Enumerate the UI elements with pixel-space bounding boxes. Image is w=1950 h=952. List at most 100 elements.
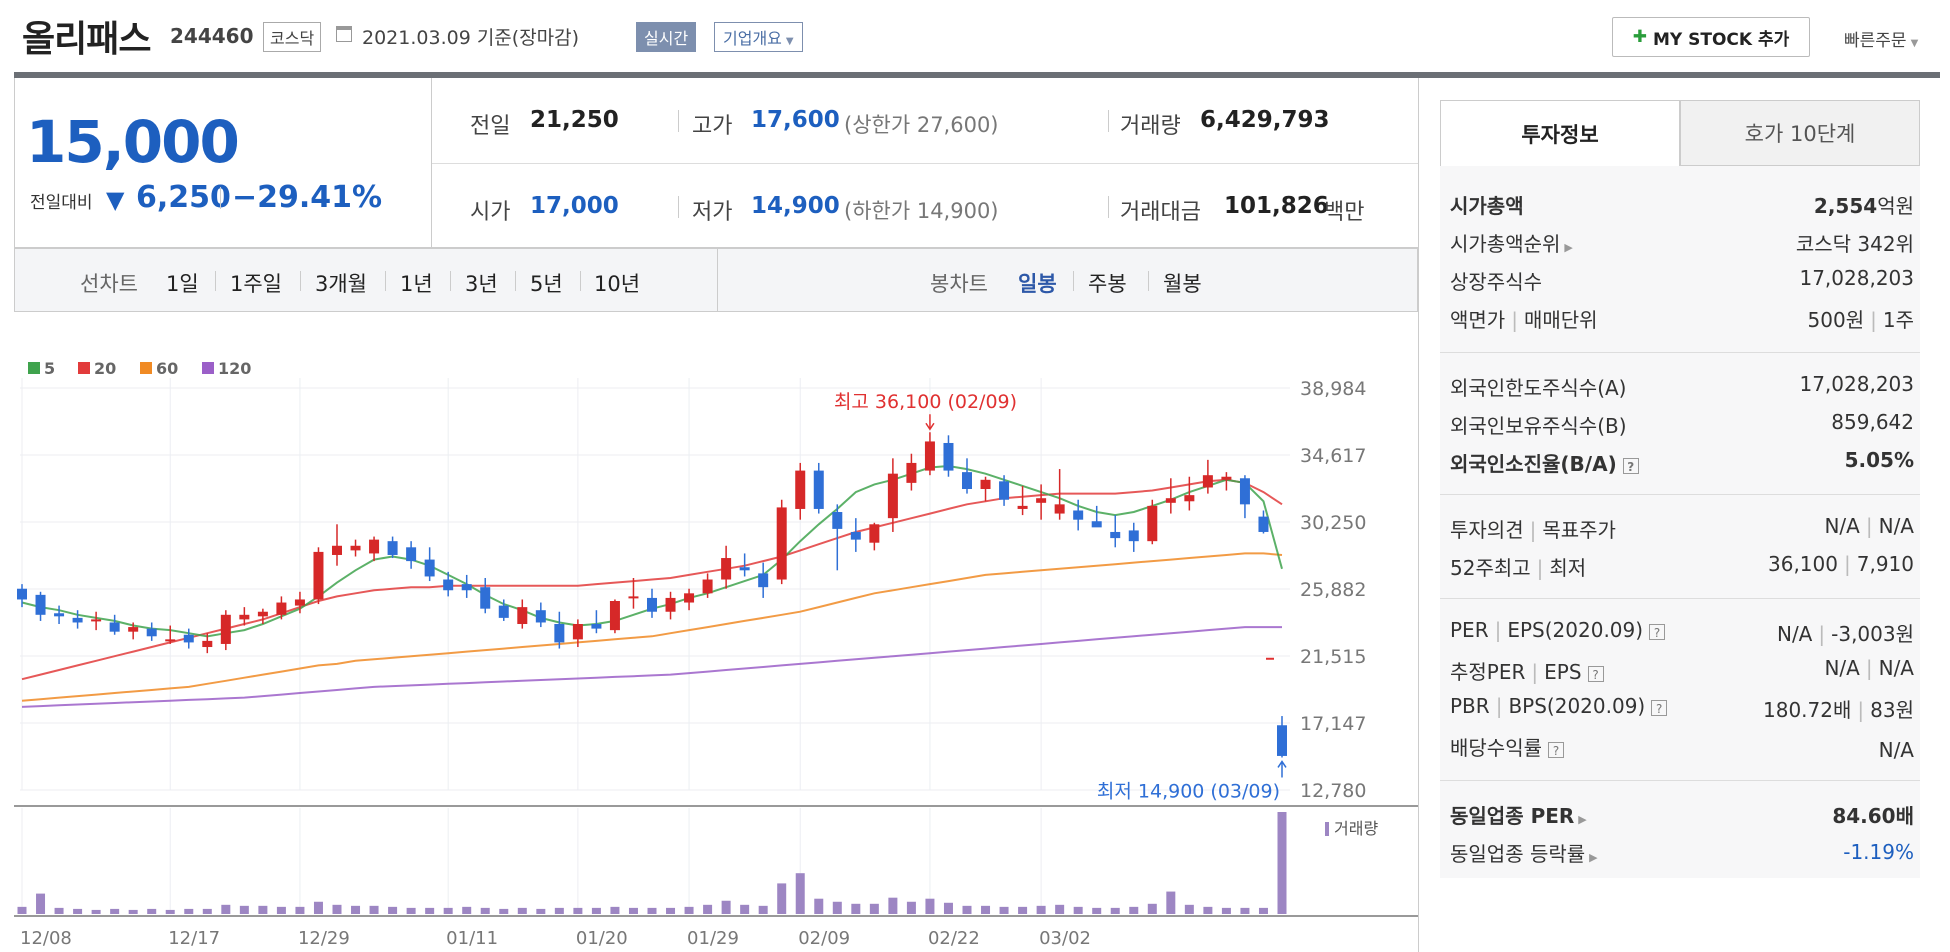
period-1d[interactable]: 1일 [166,272,199,296]
market-cap-rank-link[interactable]: 시가총액순위 ▶ [1450,228,1573,257]
stats-divider [432,163,1418,164]
tab-invest-info[interactable]: 투자정보 [1440,100,1680,166]
w52-high-text: 52주최고 [1450,556,1531,580]
my-stock-add-button[interactable]: ✚ MY STOCK 추가 [1612,17,1810,57]
help-icon[interactable]: ? [1548,741,1564,758]
divider [215,271,216,291]
help-icon[interactable]: ? [1649,623,1666,640]
price-box [14,78,432,248]
period-5y[interactable]: 5년 [530,272,563,296]
candle-body [980,479,991,490]
prev-close-value: 21,250 [530,107,619,133]
volume-bar [110,908,120,914]
candle-body [1110,531,1121,539]
period-3m[interactable]: 3개월 [315,272,368,296]
candle-body [1073,510,1084,520]
candle-body [1165,498,1176,503]
sector-per-link[interactable]: 동일업종 PER ▶ [1450,800,1587,829]
market-cap-number: 2,554 [1813,194,1878,218]
trade-amount-value: 101,826 [1224,193,1329,219]
w52-high-number: 36,100 [1768,552,1838,576]
face-value-number: 500원 [1807,308,1865,332]
period-10y[interactable]: 10년 [594,272,641,296]
legend-swatch [202,362,214,374]
target-number: N/A [1878,514,1914,538]
volume-bar [1258,907,1268,914]
divider: | [1511,308,1518,332]
candle-body [591,624,602,629]
trade-unit-text: 매매단위 [1523,308,1598,332]
high-value: 17,600 [751,107,840,133]
quick-order-label: 빠른주문 [1844,31,1907,51]
invest-info-panel [1440,166,1920,878]
volume-value: 6,429,793 [1200,107,1330,133]
legend-swatch [78,362,90,374]
header-divider [14,72,1940,78]
candle-body [406,547,417,562]
market-cap-rank-value: 코스닥 342위 [1795,232,1914,256]
candle-weekly[interactable]: 주봉 [1088,272,1127,296]
per-text: PER [1450,618,1489,642]
candle-body [480,587,491,609]
face-value-text: 액면가 [1450,308,1506,332]
volume-bar [147,908,157,914]
triangle-right-icon: ▶ [1589,851,1598,864]
volume-bar [1203,906,1213,914]
company-overview-dropdown[interactable]: 기업개요 ▼ [714,22,803,52]
candle-daily[interactable]: 일봉 [1018,272,1057,296]
period-3y[interactable]: 3년 [465,272,498,296]
candle-body [165,639,176,642]
help-icon[interactable]: ? [1622,457,1639,474]
candle-monthly[interactable]: 월봉 [1163,272,1202,296]
y-tick-label: 38,984 [1300,378,1366,400]
help-icon[interactable]: ? [1651,699,1668,716]
est-eps-number: N/A [1878,656,1914,680]
est-eps-text: EPS [1544,660,1582,684]
period-1y[interactable]: 1년 [400,272,433,296]
quick-order-button[interactable]: 빠른주문 ▼ [1844,26,1918,51]
candle-body [146,628,157,637]
volume-bar [740,904,750,914]
chart-gridlines [14,378,1418,917]
period-1w[interactable]: 1주일 [230,272,283,296]
candle-body [721,558,732,580]
x-tick-label: 12/29 [298,928,350,949]
divider: | [1495,694,1503,718]
tab-quote-10[interactable]: 호가 10단계 [1680,100,1920,166]
x-tick-label: 12/17 [168,928,220,949]
volume-bar [573,907,583,914]
per-value: N/A | -3,003원 [1777,618,1914,647]
candle-body [498,605,509,618]
max-price-label: 최고 36,100 (02/09) [834,391,1017,413]
divider [220,187,221,209]
help-icon[interactable]: ? [1587,665,1604,682]
opinion-text: 투자의견 [1450,518,1524,542]
volume-legend-label: 거래량 [1334,819,1378,838]
divider: | [1531,660,1539,684]
sector-change-link[interactable]: 동일업종 등락률 ▶ [1450,838,1598,867]
candle-chart-label: 봉차트 [930,272,988,296]
foreign-limit-value: 17,028,203 [1799,372,1914,396]
current-price: 15,000 [26,108,240,176]
volume-bar [54,907,64,914]
foreign-limit-label: 외국인한도주식수(A) [1450,376,1627,400]
divider: | [1857,698,1865,722]
chevron-down-icon: ▼ [1910,38,1919,49]
bps-number: 83원 [1870,698,1914,722]
realtime-button[interactable]: 실시간 [636,22,697,52]
divider [1108,196,1109,218]
dividend-value: N/A [1878,738,1914,762]
target-text: 목표주가 [1542,518,1616,542]
x-tick-label: 12/08 [20,928,72,949]
market-cap-label: 시가총액 [1450,194,1524,218]
divider: | [1529,518,1537,542]
volume-bar [1055,904,1065,914]
candle-body [220,614,231,644]
candle-body [1277,725,1287,756]
volume-bar [221,904,231,914]
volume-bar [1036,905,1046,914]
w52-label: 52주최고 | 최저 [1450,552,1586,581]
candle-body [17,588,27,600]
calendar-icon [336,26,352,42]
sector-change-label: 동일업종 등락률 [1450,842,1586,866]
